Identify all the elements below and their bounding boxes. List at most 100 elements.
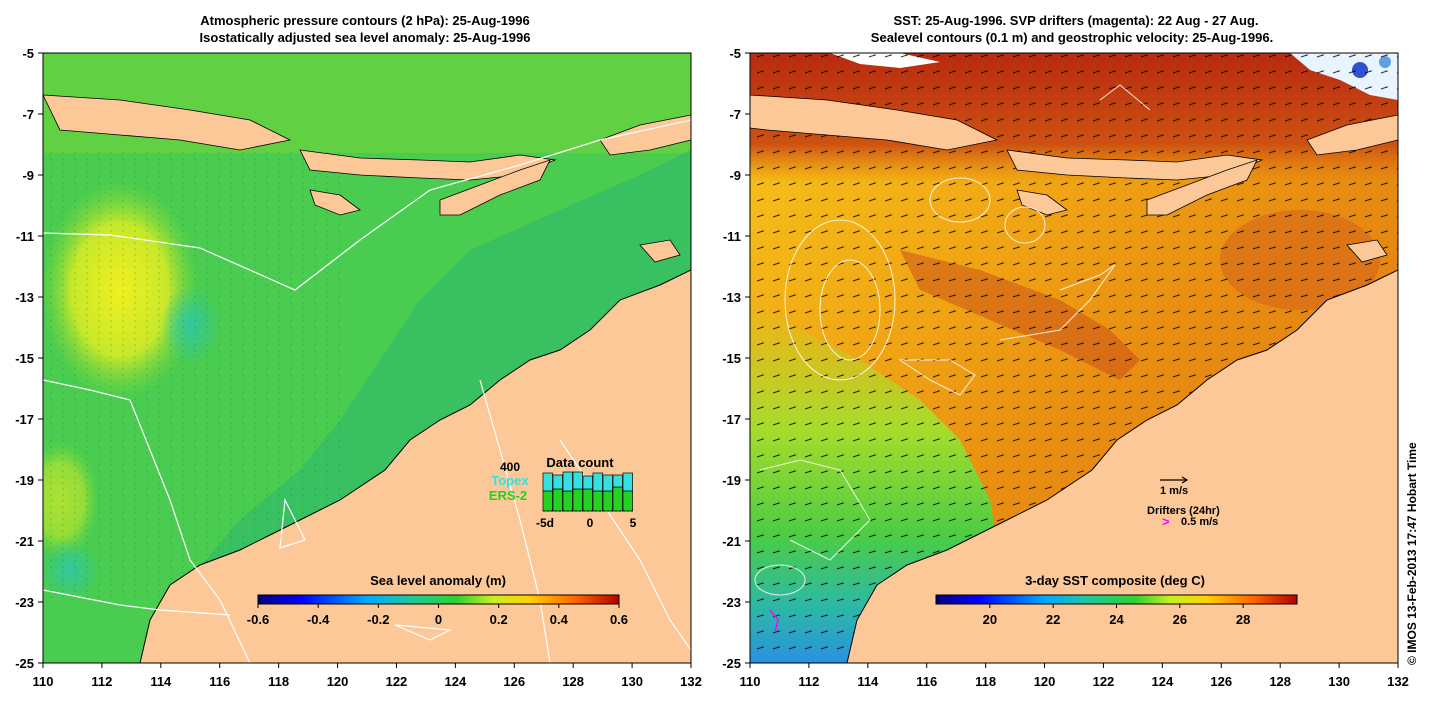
y-tick-label: -25: [15, 656, 34, 671]
y-tick-label: -5: [22, 46, 34, 61]
dc-bar-topex: [602, 474, 613, 492]
dc-bar-ers2: [572, 488, 583, 512]
colorbar-tick-label: 24: [1109, 612, 1124, 627]
right-panel-title: SST: 25-Aug-1996. SVP drifters (magenta)…: [871, 13, 1273, 45]
y-tick-label: -17: [15, 412, 34, 427]
colorbar-tick-label: 0.2: [490, 612, 508, 627]
dc-bar-topex: [562, 471, 573, 492]
dc-bar-ers2: [622, 490, 633, 512]
sla-colorbar-title: Sea level anomaly (m): [370, 573, 506, 588]
x-tick-label: 118: [268, 674, 289, 689]
x-tick-label: 116: [209, 674, 230, 689]
y-tick-label: -21: [722, 534, 741, 549]
right-map[interactable]: [750, 53, 1398, 663]
dc-bar-topex: [592, 472, 603, 492]
left-y-axis: -5 -7 -9 -11 -13 -15 -17 -19 -21 -23 -25: [15, 46, 43, 671]
left-panel-title: Atmospheric pressure contours (2 hPa): 2…: [200, 13, 531, 45]
x-tick-label: 124: [1152, 674, 1174, 689]
credit-text: © IMOS 13-Feb-2013 17:47 Hobart Time: [1405, 442, 1419, 665]
dc-axis-start: -5d: [536, 516, 554, 530]
x-tick-label: 122: [386, 674, 408, 689]
island-java-bali: [43, 94, 292, 151]
y-tick-label: -9: [729, 168, 741, 183]
left-title-line2: Isostatically adjusted sea level anomaly…: [200, 30, 531, 45]
dc-bar-ers2: [552, 488, 563, 512]
x-tick-label: 128: [1269, 674, 1291, 689]
dc-bar-topex: [582, 475, 593, 490]
dc-bar-topex: [542, 472, 553, 492]
x-tick-label: 118: [975, 674, 996, 689]
y-tick-label: -21: [15, 534, 34, 549]
y-tick-label: -13: [722, 290, 741, 305]
data-count-bars: [542, 471, 633, 512]
y-tick-label: -7: [22, 107, 34, 122]
x-tick-label: 126: [503, 674, 525, 689]
y-tick-label: -11: [723, 229, 741, 244]
velocity-scale-label: 1 m/s: [1160, 485, 1188, 497]
y-tick-label: -19: [722, 473, 741, 488]
sea-level-contours: [754, 84, 1151, 596]
island-sumba: [309, 189, 361, 216]
data-count-inset: 400 Data count Topex ERS-2 -5d 0 5: [489, 455, 637, 530]
y-tick-label: -25: [722, 656, 741, 671]
colorbar-tick-label: 0.6: [610, 612, 628, 627]
y-tick-label: -23: [722, 595, 741, 610]
dc-bar-ers2: [602, 490, 613, 512]
x-tick-label: 116: [916, 674, 937, 689]
dc-axis-mid: 0: [587, 516, 594, 530]
dc-bar-topex: [612, 474, 623, 488]
colorbar-tick-label: -0.4: [307, 612, 330, 627]
x-tick-label: 130: [621, 674, 643, 689]
legend-topex: Topex: [491, 473, 529, 488]
x-tick-label: 122: [1093, 674, 1115, 689]
y-tick-label: -19: [15, 473, 34, 488]
x-tick-label: 120: [1034, 674, 1056, 689]
x-tick-label: 132: [680, 674, 702, 689]
dc-bar-topex: [552, 474, 563, 490]
y-tick-label: -7: [729, 107, 741, 122]
y-tick-label: -23: [15, 595, 34, 610]
dc-bar-ers2: [612, 486, 623, 512]
right-x-axis: 110 112 114 116 118 120 122 124 126 128 130 132: [740, 663, 1409, 689]
dc-bar-topex: [572, 471, 583, 490]
x-tick-label: 132: [1387, 674, 1409, 689]
colorbar-tick-label: -0.6: [247, 612, 269, 627]
island-timor: [439, 159, 551, 216]
x-tick-label: 120: [327, 674, 349, 689]
y-tick-label: -15: [722, 351, 741, 366]
colorbar-tick-label: 26: [1173, 612, 1187, 627]
colorbar-tick-label: 0: [435, 612, 442, 627]
y-tick-label: -9: [22, 168, 34, 183]
x-tick-label: 112: [798, 674, 819, 689]
data-count-max-label: 400: [500, 460, 520, 474]
y-tick-label: -11: [16, 229, 34, 244]
colorbar-tick-label: 28: [1236, 612, 1250, 627]
drifter-arrow-glyph: >: [1162, 514, 1170, 529]
right-y-axis: -5 -7 -9 -11 -13 -15 -17 -19 -21 -23 -25: [722, 46, 750, 671]
x-tick-label: 128: [562, 674, 584, 689]
left-map[interactable]: [20, 53, 691, 663]
colorbar-tick-label: -0.2: [367, 612, 389, 627]
colorbar-tick-label: 22: [1046, 612, 1060, 627]
y-tick-label: -15: [15, 351, 34, 366]
colorbar-tick-label: 0.4: [550, 612, 569, 627]
australia-landmass: [139, 269, 691, 663]
velocity-legend: 1 m/s Drifters (24hr) > 0.5 m/s: [1147, 476, 1220, 529]
drifter-track: [769, 609, 779, 633]
australia-landmass-right: [846, 269, 1398, 663]
y-tick-label: -5: [729, 46, 741, 61]
dc-bar-topex: [622, 472, 633, 492]
dc-bar-ers2: [562, 490, 573, 512]
x-tick-label: 130: [1328, 674, 1350, 689]
dc-axis-end: 5: [630, 516, 637, 530]
left-title-line1: Atmospheric pressure contours (2 hPa): 2…: [200, 13, 529, 28]
x-tick-label: 110: [740, 674, 761, 689]
x-tick-label: 114: [150, 674, 172, 689]
sst-colorbar-gradient: [935, 594, 1298, 605]
right-title-line1: SST: 25-Aug-1996. SVP drifters (magenta)…: [893, 13, 1258, 28]
drifter-legend-value: 0.5 m/s: [1181, 516, 1218, 528]
sst-colorbar: 3-day SST composite (deg C) 20 22 24 26 28: [935, 573, 1298, 627]
sla-colorbar: Sea level anomaly (m) -0.6 -0.4 -0.2 0 0.2 0.…: [247, 573, 628, 627]
dc-bar-ers2: [582, 488, 593, 512]
